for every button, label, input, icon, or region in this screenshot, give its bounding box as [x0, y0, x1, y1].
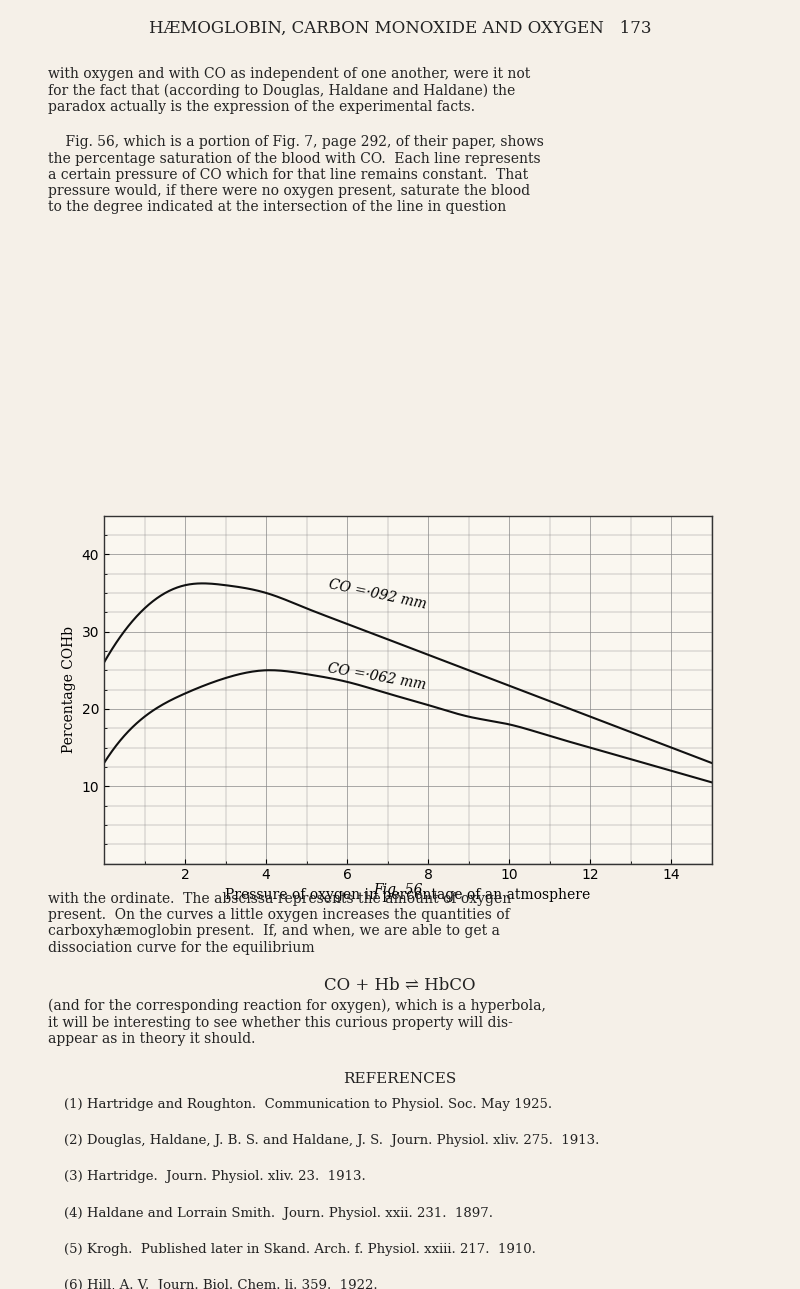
- Text: CO =·092 mm: CO =·092 mm: [327, 577, 427, 611]
- Text: CO + Hb ⇌ HbCO: CO + Hb ⇌ HbCO: [324, 977, 476, 994]
- Text: (4) Haldane and Lorrain Smith.  Journ. Physiol. xxii. 231.  1897.: (4) Haldane and Lorrain Smith. Journ. Ph…: [64, 1207, 493, 1219]
- Text: with oxygen and with CO as independent of one another, were it not
for the fact : with oxygen and with CO as independent o…: [48, 67, 530, 113]
- Y-axis label: Percentage COHb: Percentage COHb: [62, 626, 76, 753]
- Text: (3) Hartridge.  Journ. Physiol. xliv. 23.  1913.: (3) Hartridge. Journ. Physiol. xliv. 23.…: [64, 1170, 366, 1183]
- Text: (1) Hartridge and Roughton.  Communication to Physiol. Soc. May 1925.: (1) Hartridge and Roughton. Communicatio…: [64, 1098, 552, 1111]
- Text: with the ordinate.  The abscissa represents the amount of oxygen
present.  On th: with the ordinate. The abscissa represen…: [48, 892, 511, 955]
- Text: (2) Douglas, Haldane, J. B. S. and Haldane, J. S.  Journ. Physiol. xliv. 275.  1: (2) Douglas, Haldane, J. B. S. and Halda…: [64, 1134, 599, 1147]
- X-axis label: Pressure of oxygen in percentage of an atmosphere: Pressure of oxygen in percentage of an a…: [226, 888, 590, 902]
- Text: Fig. 56.: Fig. 56.: [373, 883, 427, 897]
- Text: CO =·062 mm: CO =·062 mm: [327, 661, 427, 692]
- Text: (5) Krogh.  Published later in Skand. Arch. f. Physiol. xxiii. 217.  1910.: (5) Krogh. Published later in Skand. Arc…: [64, 1243, 536, 1255]
- Text: HÆMOGLOBIN, CARBON MONOXIDE AND OXYGEN   173: HÆMOGLOBIN, CARBON MONOXIDE AND OXYGEN 1…: [149, 19, 651, 36]
- Text: (and for the corresponding reaction for oxygen), which is a hyperbola,
it will b: (and for the corresponding reaction for …: [48, 999, 546, 1045]
- Text: Fig. 56, which is a portion of Fig. 7, page 292, of their paper, shows
the perce: Fig. 56, which is a portion of Fig. 7, p…: [48, 135, 544, 214]
- Text: (6) Hill, A. V.  Journ. Biol. Chem. li. 359.  1922.: (6) Hill, A. V. Journ. Biol. Chem. li. 3…: [64, 1279, 378, 1289]
- Text: REFERENCES: REFERENCES: [343, 1072, 457, 1087]
